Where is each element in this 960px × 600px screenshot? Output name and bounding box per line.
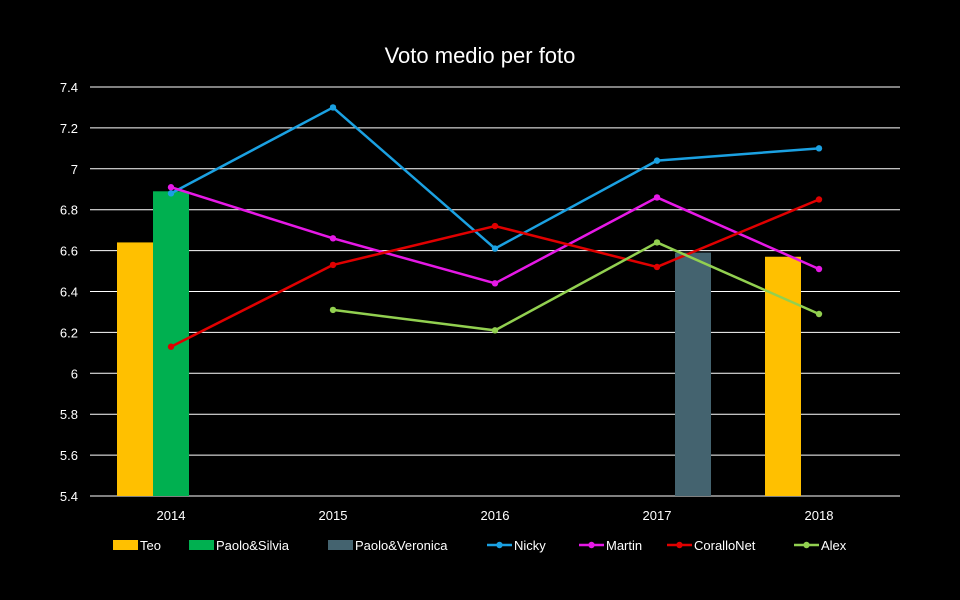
legend-swatch — [328, 540, 353, 550]
data-point — [167, 190, 175, 197]
data-point — [167, 343, 175, 350]
data-point — [491, 245, 499, 252]
data-point — [815, 196, 823, 203]
x-axis-tick-labels: 2014 2015 2016 2017 2018 — [157, 508, 834, 523]
x-tick-label: 2014 — [157, 508, 186, 523]
y-tick-label: 7.4 — [60, 80, 78, 95]
legend: Teo Paolo&Silvia Paolo&Veronica Nicky Martin… — [113, 538, 847, 553]
legend-swatch — [189, 540, 214, 550]
legend-item: CoralloNet — [667, 538, 756, 553]
legend-marker — [676, 541, 683, 549]
legend-marker — [803, 541, 810, 549]
y-axis-tick-labels: 5.4 5.6 5.8 6 6.2 6.4 6.6 6.8 7 7.2 7.4 — [60, 80, 78, 504]
data-point — [491, 327, 499, 334]
legend-label: CoralloNet — [694, 538, 756, 553]
x-tick-label: 2018 — [805, 508, 834, 523]
bar — [675, 252, 711, 496]
y-tick-label: 7.2 — [60, 121, 78, 136]
data-point — [653, 194, 661, 201]
data-point — [653, 157, 661, 164]
data-point — [491, 222, 499, 230]
data-point — [329, 306, 337, 314]
data-point — [167, 184, 175, 191]
y-tick-label: 5.6 — [60, 448, 78, 463]
legend-marker — [588, 541, 595, 549]
x-tick-label: 2017 — [643, 508, 672, 523]
legend-swatch — [113, 540, 138, 550]
legend-item: Nicky — [487, 538, 546, 553]
y-tick-label: 6 — [71, 366, 78, 381]
data-point — [491, 280, 499, 287]
legend-item: Teo — [113, 538, 161, 553]
series-lines — [167, 104, 823, 350]
y-tick-label: 6.2 — [60, 325, 78, 340]
legend-label: Alex — [821, 538, 847, 553]
legend-item: Alex — [794, 538, 847, 553]
data-point — [653, 239, 661, 246]
legend-marker — [496, 541, 503, 549]
series-line — [170, 186, 820, 285]
data-point — [329, 261, 337, 269]
y-tick-label: 6.8 — [60, 203, 78, 218]
legend-label: Paolo&Silvia — [216, 538, 290, 553]
legend-item: Martin — [579, 538, 642, 553]
data-point — [329, 235, 337, 242]
y-tick-label: 6.6 — [60, 244, 78, 259]
legend-item: Paolo&Veronica — [328, 538, 448, 553]
y-tick-label: 6.4 — [60, 285, 78, 300]
legend-label: Martin — [606, 538, 642, 553]
legend-label: Teo — [140, 538, 161, 553]
legend-label: Paolo&Veronica — [355, 538, 448, 553]
y-tick-label: 7 — [71, 162, 78, 177]
chart-title: Voto medio per foto — [385, 43, 576, 68]
series-line — [332, 241, 820, 332]
data-point — [653, 263, 661, 271]
bars — [117, 191, 801, 497]
data-point — [815, 310, 823, 318]
data-point — [815, 145, 823, 152]
x-tick-label: 2016 — [481, 508, 510, 523]
y-tick-label: 5.4 — [60, 489, 78, 504]
legend-label: Nicky — [514, 538, 546, 553]
legend-item: Paolo&Silvia — [189, 538, 290, 553]
data-point — [815, 265, 823, 273]
data-point — [329, 104, 337, 111]
bar — [765, 256, 801, 496]
y-tick-label: 5.8 — [60, 407, 78, 422]
series-line — [170, 198, 820, 348]
bar — [117, 242, 153, 496]
x-tick-label: 2015 — [319, 508, 348, 523]
